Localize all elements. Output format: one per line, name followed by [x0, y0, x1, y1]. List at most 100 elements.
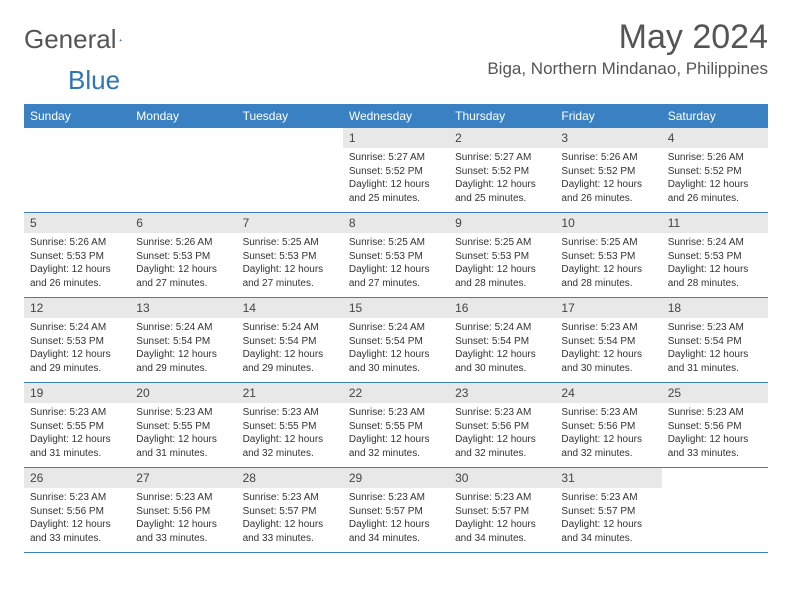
sunrise-text: Sunrise: 5:23 AM — [455, 406, 549, 420]
sunset-text: Sunset: 5:56 PM — [136, 505, 230, 519]
sunrise-text: Sunrise: 5:27 AM — [349, 151, 443, 165]
day-info: Sunrise: 5:24 AMSunset: 5:53 PMDaylight:… — [662, 233, 768, 294]
sunset-text: Sunset: 5:54 PM — [136, 335, 230, 349]
day-info: Sunrise: 5:23 AMSunset: 5:55 PMDaylight:… — [24, 403, 130, 464]
day-cell: 20 Sunrise: 5:23 AMSunset: 5:55 PMDayligh… — [130, 383, 236, 467]
day-cell: 6Sunrise: 5:26 AMSunset: 5:53 PMDaylight… — [130, 213, 236, 297]
daylight-text: Daylight: 12 hours and 27 minutes. — [243, 263, 337, 290]
day-info: Sunrise: 5:23 AMSunset: 5:56 PMDaylight:… — [449, 403, 555, 464]
day-cell: 7Sunrise: 5:25 AMSunset: 5:53 PMDaylight… — [237, 213, 343, 297]
day-number: 27 — [130, 468, 236, 488]
sunrise-text: Sunrise: 5:23 AM — [30, 406, 124, 420]
daylight-text: Daylight: 12 hours and 30 minutes. — [455, 348, 549, 375]
week-row: 19Sunrise: 5:23 AMSunset: 5:55 PMDayligh… — [24, 383, 768, 468]
daylight-text: Daylight: 12 hours and 32 minutes. — [455, 433, 549, 460]
day-cell: 14Sunrise: 5:24 AMSunset: 5:54 PMDayligh… — [237, 298, 343, 382]
daylight-text: Daylight: 12 hours and 32 minutes. — [243, 433, 337, 460]
day-number: 14 — [237, 298, 343, 318]
day-number: 24 — [555, 383, 661, 403]
sunset-text: Sunset: 5:54 PM — [455, 335, 549, 349]
day-cell: 31Sunrise: 5:23 AMSunset: 5:57 PMDayligh… — [555, 468, 661, 552]
daylight-text: Daylight: 12 hours and 29 minutes. — [136, 348, 230, 375]
day-cell: 13Sunrise: 5:24 AMSunset: 5:54 PMDayligh… — [130, 298, 236, 382]
sunset-text: Sunset: 5:56 PM — [561, 420, 655, 434]
weekday-header-row: Sunday Monday Tuesday Wednesday Thursday… — [24, 104, 768, 128]
weeks-container: 1Sunrise: 5:27 AMSunset: 5:52 PMDaylight… — [24, 128, 768, 553]
day-info: Sunrise: 5:23 AMSunset: 5:57 PMDaylight:… — [555, 488, 661, 549]
day-cell: 27Sunrise: 5:23 AMSunset: 5:56 PMDayligh… — [130, 468, 236, 552]
sunrise-text: Sunrise: 5:23 AM — [136, 406, 230, 420]
daylight-text: Daylight: 12 hours and 25 minutes. — [349, 178, 443, 205]
day-info: Sunrise: 5:23 AMSunset: 5:56 PMDaylight:… — [555, 403, 661, 464]
sunrise-text: Sunrise: 5:23 AM — [668, 406, 762, 420]
sunrise-text: Sunrise: 5:26 AM — [136, 236, 230, 250]
sunset-text: Sunset: 5:53 PM — [30, 335, 124, 349]
title-block: May 2024 Biga, Northern Mindanao, Philip… — [487, 18, 768, 79]
daylight-text: Daylight: 12 hours and 34 minutes. — [561, 518, 655, 545]
day-number: 19 — [24, 383, 130, 403]
day-cell: 26Sunrise: 5:23 AMSunset: 5:56 PMDayligh… — [24, 468, 130, 552]
day-number: 25 — [662, 383, 768, 403]
daylight-text: Daylight: 12 hours and 33 minutes. — [668, 433, 762, 460]
weekday-header: Sunday — [24, 104, 130, 128]
daylight-text: Daylight: 12 hours and 31 minutes. — [668, 348, 762, 375]
daylight-text: Daylight: 12 hours and 31 minutes. — [136, 433, 230, 460]
day-cell: 19Sunrise: 5:23 AMSunset: 5:55 PMDayligh… — [24, 383, 130, 467]
sunset-text: Sunset: 5:52 PM — [455, 165, 549, 179]
day-info: Sunrise: 5:24 AMSunset: 5:54 PMDaylight:… — [343, 318, 449, 379]
sunset-text: Sunset: 5:57 PM — [349, 505, 443, 519]
day-info: Sunrise: 5:23 AMSunset: 5:56 PMDaylight:… — [662, 403, 768, 464]
sunrise-text: Sunrise: 5:23 AM — [349, 406, 443, 420]
sunrise-text: Sunrise: 5:24 AM — [243, 321, 337, 335]
sunset-text: Sunset: 5:55 PM — [136, 420, 230, 434]
day-number: 26 — [24, 468, 130, 488]
daylight-text: Daylight: 12 hours and 26 minutes. — [668, 178, 762, 205]
sunset-text: Sunset: 5:53 PM — [561, 250, 655, 264]
sunrise-text: Sunrise: 5:23 AM — [455, 491, 549, 505]
logo-sail-icon — [119, 29, 122, 51]
logo: General — [24, 18, 143, 55]
day-number: 13 — [130, 298, 236, 318]
sunrise-text: Sunrise: 5:26 AM — [30, 236, 124, 250]
day-number: 6 — [130, 213, 236, 233]
day-number: 11 — [662, 213, 768, 233]
weekday-header: Thursday — [449, 104, 555, 128]
day-info: Sunrise: 5:23 AMSunset: 5:56 PMDaylight:… — [24, 488, 130, 549]
day-number: 20 — [130, 383, 236, 403]
day-info: Sunrise: 5:26 AMSunset: 5:52 PMDaylight:… — [555, 148, 661, 209]
daylight-text: Daylight: 12 hours and 29 minutes. — [243, 348, 337, 375]
sunrise-text: Sunrise: 5:25 AM — [455, 236, 549, 250]
daylight-text: Daylight: 12 hours and 28 minutes. — [561, 263, 655, 290]
day-cell — [237, 128, 343, 212]
sunrise-text: Sunrise: 5:25 AM — [349, 236, 443, 250]
day-number: 8 — [343, 213, 449, 233]
day-number: 29 — [343, 468, 449, 488]
sunset-text: Sunset: 5:54 PM — [561, 335, 655, 349]
sunset-text: Sunset: 5:55 PM — [349, 420, 443, 434]
weekday-header: Friday — [555, 104, 661, 128]
day-info: Sunrise: 5:23 AMSunset: 5:56 PMDaylight:… — [130, 488, 236, 549]
day-info: Sunrise: 5:24 AMSunset: 5:54 PMDaylight:… — [237, 318, 343, 379]
daylight-text: Daylight: 12 hours and 28 minutes. — [668, 263, 762, 290]
day-number: 16 — [449, 298, 555, 318]
sunset-text: Sunset: 5:56 PM — [455, 420, 549, 434]
day-cell: 28Sunrise: 5:23 AMSunset: 5:57 PMDayligh… — [237, 468, 343, 552]
location-text: Biga, Northern Mindanao, Philippines — [487, 59, 768, 79]
day-cell: 22Sunrise: 5:23 AMSunset: 5:55 PMDayligh… — [343, 383, 449, 467]
daylight-text: Daylight: 12 hours and 26 minutes. — [561, 178, 655, 205]
day-cell: 29Sunrise: 5:23 AMSunset: 5:57 PMDayligh… — [343, 468, 449, 552]
sunset-text: Sunset: 5:57 PM — [243, 505, 337, 519]
sunrise-text: Sunrise: 5:24 AM — [30, 321, 124, 335]
sunrise-text: Sunrise: 5:23 AM — [243, 491, 337, 505]
day-number: 12 — [24, 298, 130, 318]
daylight-text: Daylight: 12 hours and 26 minutes. — [30, 263, 124, 290]
day-number: 9 — [449, 213, 555, 233]
day-cell: 21Sunrise: 5:23 AMSunset: 5:55 PMDayligh… — [237, 383, 343, 467]
day-number — [662, 468, 768, 474]
sunrise-text: Sunrise: 5:23 AM — [349, 491, 443, 505]
sunset-text: Sunset: 5:52 PM — [561, 165, 655, 179]
sunset-text: Sunset: 5:56 PM — [668, 420, 762, 434]
sunset-text: Sunset: 5:54 PM — [668, 335, 762, 349]
sunrise-text: Sunrise: 5:25 AM — [243, 236, 337, 250]
sunrise-text: Sunrise: 5:23 AM — [561, 491, 655, 505]
